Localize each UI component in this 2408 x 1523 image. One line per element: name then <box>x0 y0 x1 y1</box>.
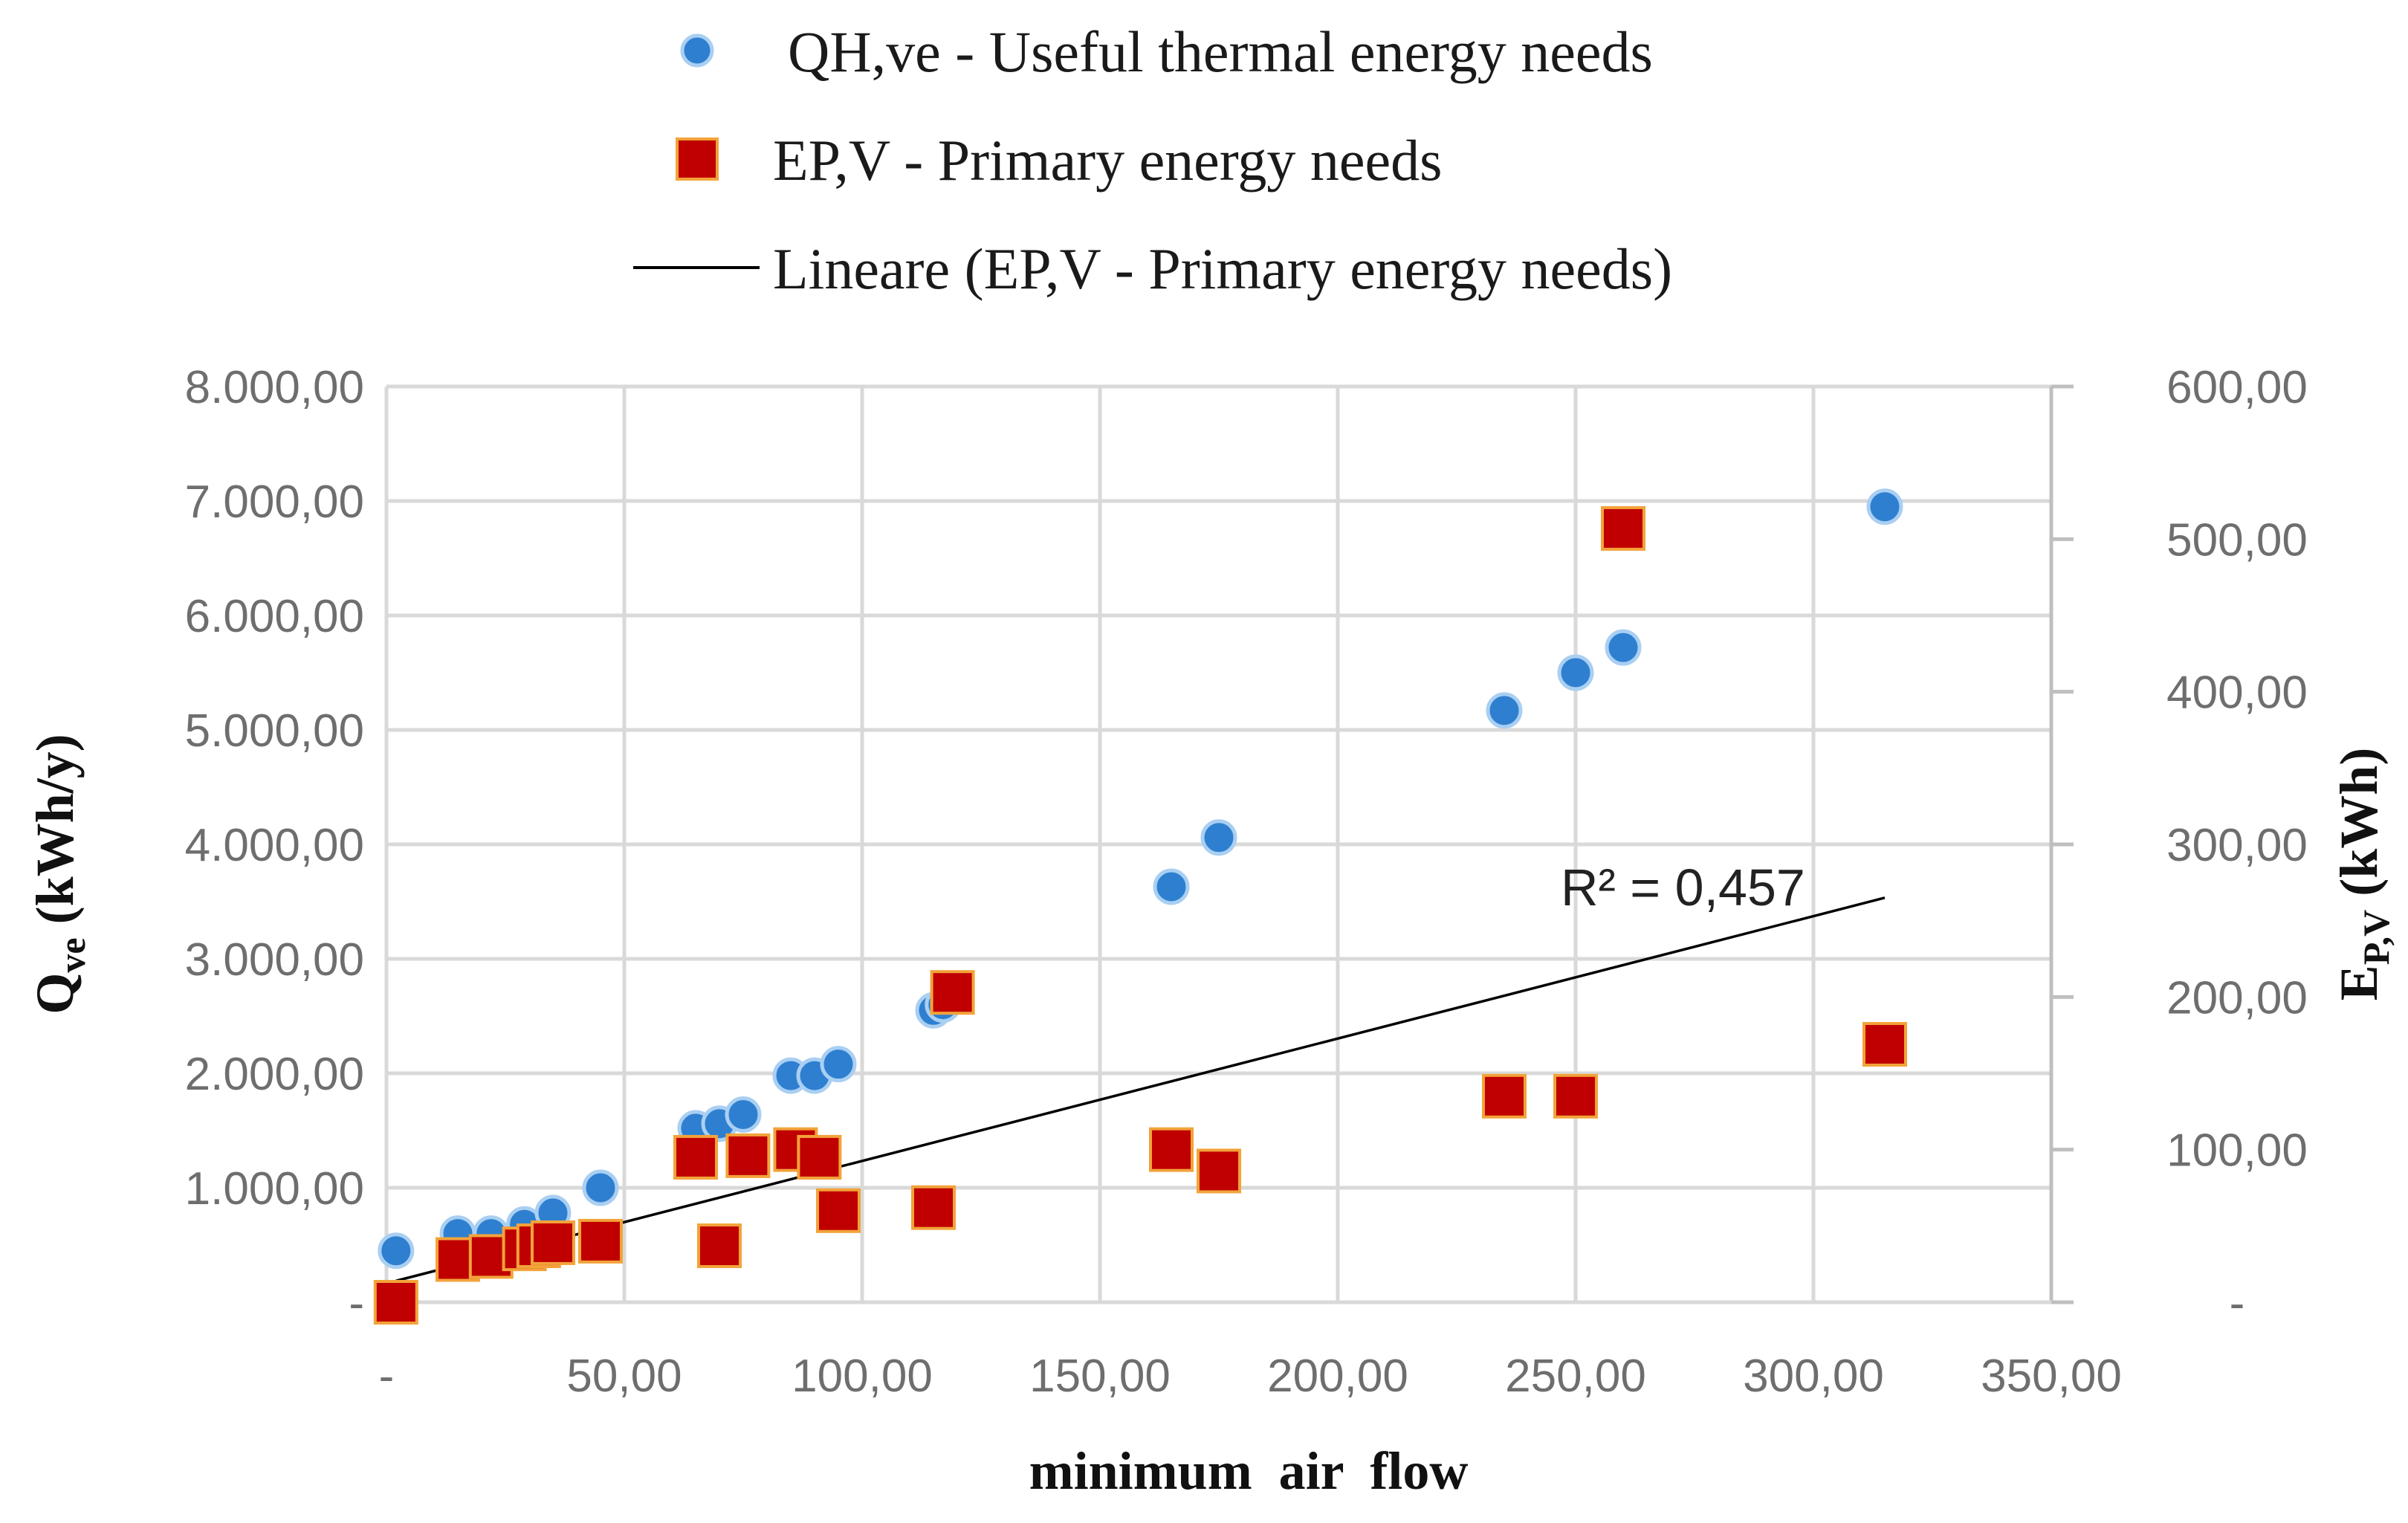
axes: - 50,00 100,00 150,00 200,00 250,00 300,00 350,… <box>185 362 2308 1402</box>
y-left-tick-label: 1.000,00 <box>185 1163 364 1215</box>
legend-label: QH,ve - Useful thermal energy needs <box>788 19 1653 84</box>
trendline-layer <box>395 896 1886 1282</box>
y-right-tick-label: 600,00 <box>2166 362 2308 413</box>
epv-point <box>930 970 975 1015</box>
qhve-point <box>1557 654 1594 691</box>
y-right-title-main: E <box>2329 965 2389 1000</box>
x-tick-label: 200,00 <box>1267 1351 1408 1402</box>
qhve-point <box>1866 488 1903 526</box>
y-right-tick-label: 200,00 <box>2166 972 2308 1024</box>
legend-circle-marker <box>680 33 714 68</box>
x-axis-title: minimum air flow <box>1029 1441 1469 1501</box>
legend-square-marker <box>676 138 719 181</box>
epv-point <box>911 1185 956 1230</box>
y-left-tick-label: - <box>349 1278 364 1329</box>
y-right-tick-label: 500,00 <box>2166 514 2308 566</box>
qhve-point <box>820 1046 857 1083</box>
qhve-point <box>1200 819 1237 856</box>
epv-point <box>673 1134 718 1180</box>
qhve-point <box>725 1096 762 1133</box>
y-right-tick-label: 400,00 <box>2166 667 2308 719</box>
qhve-point <box>1605 629 1642 666</box>
epv-point <box>725 1133 771 1178</box>
y-left-tick-label: 4.000,00 <box>185 820 364 871</box>
epv-point <box>1197 1148 1241 1194</box>
x-tick-label: 300,00 <box>1743 1351 1884 1402</box>
y-right-axis-title: EP,V (kWh) <box>2329 748 2397 1001</box>
y-left-title-main: Q <box>25 973 85 1015</box>
epv-point <box>697 1223 742 1269</box>
epv-point <box>1601 505 1645 551</box>
y-left-title-unit: (kWh/y) <box>25 734 85 937</box>
epv-point <box>578 1218 623 1264</box>
epv-point <box>816 1188 861 1233</box>
data-points <box>373 488 1907 1325</box>
x-tick-label: 350,00 <box>1981 1351 2122 1402</box>
x-tick-label: - <box>379 1351 395 1402</box>
y-right-tick-label: - <box>2230 1278 2245 1329</box>
qhve-point <box>1486 692 1523 729</box>
epv-point <box>1482 1073 1527 1119</box>
y-right-tick-label: 100,00 <box>2166 1125 2308 1177</box>
x-tick-label: 50,00 <box>566 1351 682 1402</box>
r-squared-label: R² = 0,457 <box>1561 858 1805 916</box>
legend-label: Lineare (EP,V - Primary energy needs) <box>773 236 1672 301</box>
y-left-axis-title: Qve (kWh/y) <box>25 734 93 1014</box>
y-right-title-unit: (kWh) <box>2329 748 2389 910</box>
y-left-tick-label: 5.000,00 <box>185 705 364 757</box>
y-left-tick-label: 3.000,00 <box>185 934 364 986</box>
y-left-tick-label: 7.000,00 <box>185 476 364 528</box>
epv-point <box>531 1220 575 1265</box>
qhve-point <box>582 1169 619 1206</box>
epv-point <box>1149 1127 1194 1172</box>
y-left-tick-label: 6.000,00 <box>185 591 364 642</box>
qhve-point <box>378 1232 415 1270</box>
qhve-point <box>1153 868 1190 905</box>
y-left-tick-label: 2.000,00 <box>185 1049 364 1100</box>
trendline <box>395 896 1886 1282</box>
epv-point <box>797 1134 842 1180</box>
y-right-tick-label: 300,00 <box>2166 820 2308 871</box>
epv-point <box>1553 1073 1598 1119</box>
x-tick-label: 150,00 <box>1029 1351 1171 1402</box>
legend: QH,ve - Useful thermal energy needs EP,V … <box>633 19 1672 301</box>
y-left-tick-label: 8.000,00 <box>185 362 364 413</box>
epv-point <box>1862 1021 1907 1067</box>
grid-lines <box>386 384 2053 1302</box>
y-left-title-sub: ve <box>51 937 93 972</box>
epv-point <box>373 1280 418 1325</box>
legend-label: EP,V - Primary energy needs <box>773 128 1442 193</box>
x-tick-label: 250,00 <box>1505 1351 1646 1402</box>
x-tick-label: 100,00 <box>792 1351 933 1402</box>
y-right-title-sub: P,V <box>2355 910 2397 966</box>
